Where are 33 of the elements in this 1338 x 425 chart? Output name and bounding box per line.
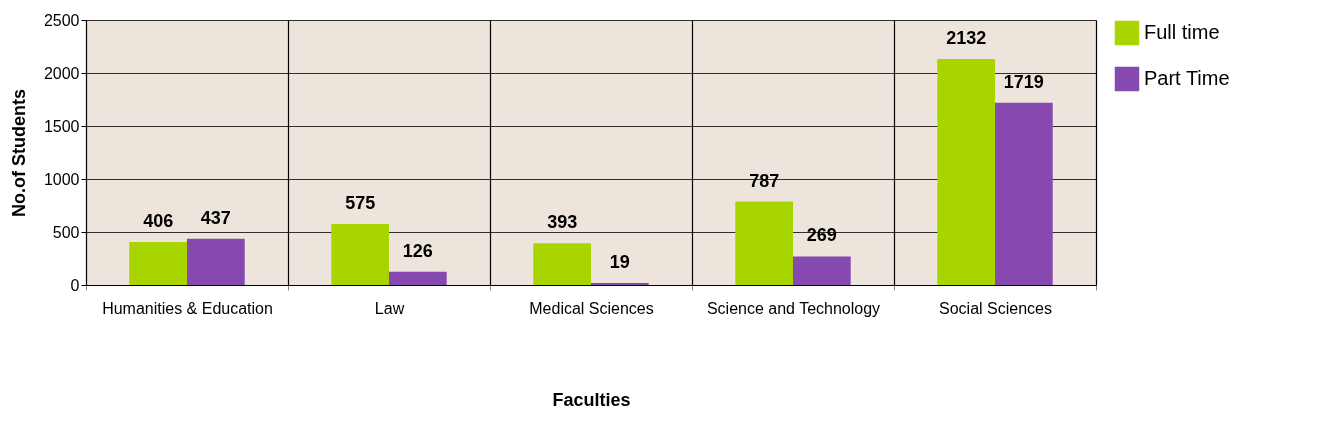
- legend-label: Full time: [1144, 21, 1220, 43]
- y-tick-label: 2000: [43, 64, 80, 82]
- data-label: 393: [547, 212, 578, 233]
- bar: [187, 238, 245, 285]
- bar: [331, 224, 389, 285]
- data-label: 437: [200, 207, 231, 228]
- bar: [995, 102, 1053, 285]
- y-tick-label: 500: [52, 223, 80, 241]
- data-label: 19: [609, 251, 630, 272]
- data-label: 1719: [1003, 71, 1044, 92]
- data-label: 2132: [946, 28, 987, 49]
- bar: [793, 256, 851, 285]
- bar: [937, 59, 995, 285]
- bar: [591, 282, 649, 285]
- x-tick-label: Social Sciences: [939, 299, 1052, 317]
- legend-label: Part Time: [1144, 67, 1230, 89]
- bar: [389, 271, 447, 285]
- y-tick-label: 0: [70, 276, 80, 294]
- data-label: 126: [402, 240, 433, 261]
- bar: [735, 201, 793, 285]
- bar: [129, 241, 187, 285]
- y-tick-label: 1000: [43, 170, 80, 188]
- y-tick-label: 2500: [43, 11, 80, 29]
- data-label: 406: [143, 210, 174, 231]
- bar: [533, 243, 591, 285]
- data-label: 575: [345, 193, 376, 214]
- x-axis-title: Faculties: [552, 389, 631, 410]
- y-tick-label: 1500: [43, 117, 80, 135]
- x-tick-label: Science and Technology: [706, 299, 881, 317]
- y-axis-title: No.of Students: [8, 89, 29, 217]
- x-tick-label: Humanities & Education: [102, 299, 273, 317]
- x-tick-label: Law: [374, 299, 405, 317]
- x-tick-label: Medical Sciences: [529, 299, 654, 317]
